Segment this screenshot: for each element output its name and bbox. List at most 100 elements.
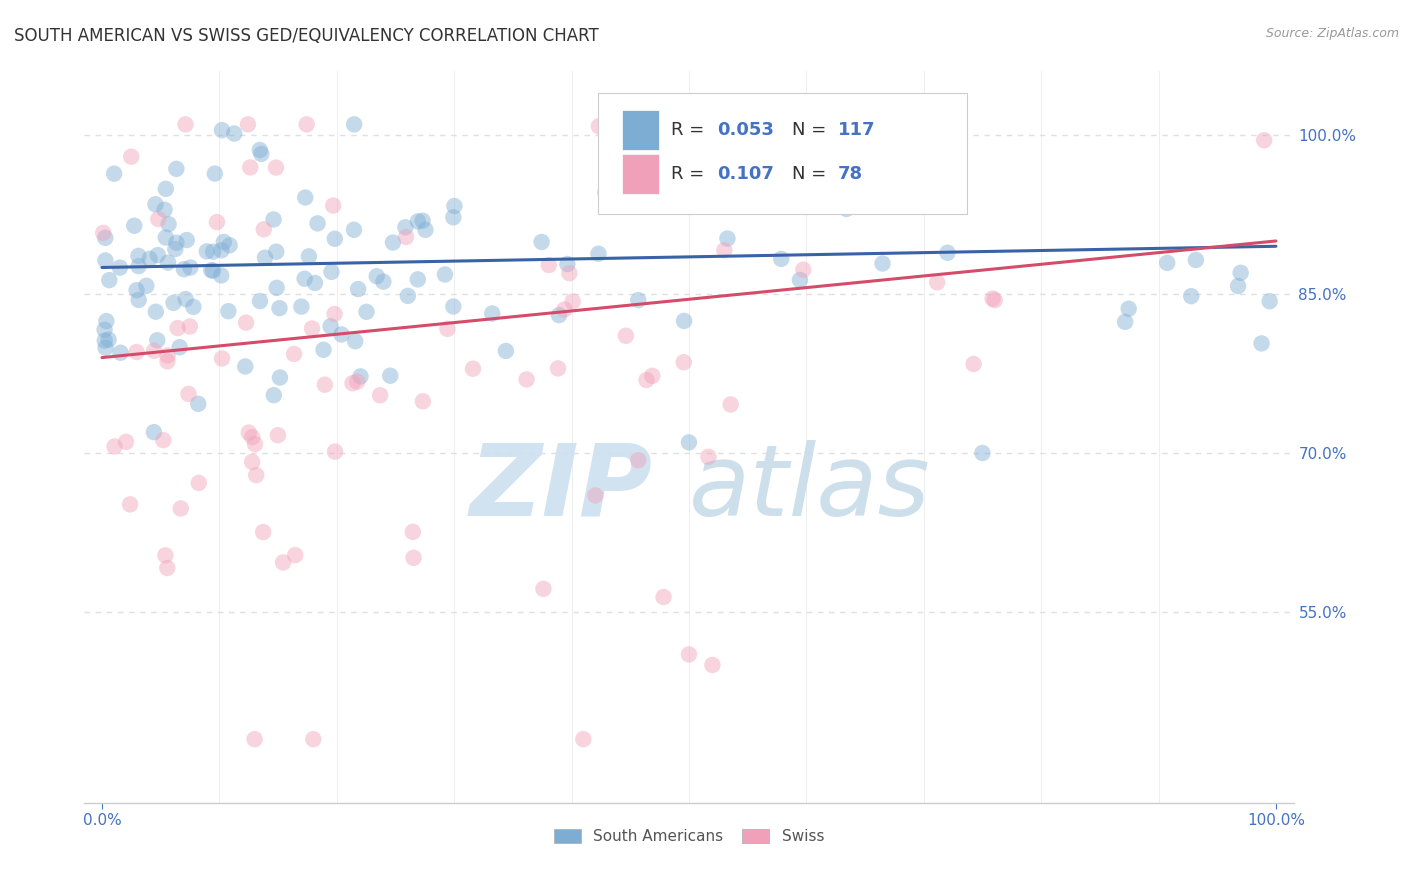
Point [269, 301, 291, 315]
Point [156, 561, 179, 575]
Point [394, 220, 416, 235]
Point [263, 212, 285, 227]
Point [209, 268, 232, 283]
Point [347, 282, 370, 296]
Point [742, 188, 765, 202]
Point [713, 244, 735, 258]
Point [155, 182, 177, 196]
Point [142, 425, 165, 439]
Point [128, 293, 150, 307]
Point [1118, 301, 1140, 316]
Point [204, 167, 226, 181]
Point [572, 732, 595, 747]
Point [412, 394, 434, 409]
Point [103, 440, 125, 454]
Point [290, 300, 312, 314]
Point [373, 275, 395, 289]
Point [697, 450, 720, 464]
Point [1114, 315, 1136, 329]
Point [344, 334, 367, 349]
Point [235, 316, 257, 330]
Point [402, 550, 425, 565]
Point [768, 153, 790, 168]
Point [307, 216, 329, 230]
Point [165, 235, 187, 250]
Point [593, 186, 616, 200]
Point [433, 268, 456, 282]
Point [356, 305, 378, 319]
Text: 0.107: 0.107 [717, 165, 773, 183]
Point [233, 359, 256, 374]
Point [98, 273, 121, 287]
Point [200, 263, 222, 277]
Text: 117: 117 [838, 121, 875, 139]
Point [962, 357, 984, 371]
Point [678, 435, 700, 450]
Point [1258, 294, 1281, 309]
Point [294, 190, 316, 204]
Point [202, 263, 225, 277]
Point [240, 455, 263, 469]
Point [415, 223, 437, 237]
Text: 0.053: 0.053 [717, 121, 773, 139]
Point [713, 163, 735, 178]
Point [103, 167, 125, 181]
Point [236, 117, 259, 131]
Point [323, 444, 346, 458]
Text: R =: R = [671, 165, 710, 183]
Text: N =: N = [792, 121, 832, 139]
Text: ZIP: ZIP [470, 440, 652, 537]
Point [553, 302, 575, 317]
Point [302, 732, 325, 747]
Point [330, 327, 353, 342]
Point [146, 333, 169, 347]
Point [245, 468, 267, 483]
Point [720, 397, 742, 411]
Point [835, 202, 858, 216]
Legend: South Americans, Swiss: South Americans, Swiss [547, 822, 831, 850]
Point [125, 283, 148, 297]
Point [165, 161, 187, 176]
Point [94, 341, 117, 355]
Point [155, 549, 177, 563]
FancyBboxPatch shape [623, 110, 659, 150]
Point [558, 266, 581, 280]
Point [1229, 266, 1251, 280]
Point [530, 235, 553, 249]
Text: SOUTH AMERICAN VS SWISS GED/EQUIVALENCY CORRELATION CHART: SOUTH AMERICAN VS SWISS GED/EQUIVALENCY … [14, 27, 599, 45]
FancyBboxPatch shape [623, 153, 659, 194]
Point [792, 262, 814, 277]
Point [343, 223, 366, 237]
Point [94, 231, 117, 245]
Point [120, 497, 142, 511]
Point [162, 295, 184, 310]
Point [443, 199, 465, 213]
Point [243, 732, 266, 747]
Point [211, 244, 233, 258]
Point [319, 319, 342, 334]
Point [264, 244, 287, 259]
Point [323, 232, 346, 246]
FancyBboxPatch shape [599, 94, 967, 214]
Point [342, 376, 364, 391]
Point [169, 340, 191, 354]
Point [263, 388, 285, 402]
Text: atlas: atlas [689, 440, 931, 537]
Point [548, 308, 571, 322]
Point [872, 256, 894, 270]
Point [678, 648, 700, 662]
Point [516, 372, 538, 386]
Point [346, 375, 368, 389]
Point [156, 354, 179, 368]
Point [91, 226, 114, 240]
Point [614, 328, 637, 343]
Point [166, 321, 188, 335]
Point [314, 377, 336, 392]
Point [636, 373, 658, 387]
Point [652, 590, 675, 604]
Point [321, 265, 343, 279]
Point [312, 343, 335, 357]
Point [412, 213, 434, 227]
Point [187, 475, 209, 490]
Point [1156, 256, 1178, 270]
